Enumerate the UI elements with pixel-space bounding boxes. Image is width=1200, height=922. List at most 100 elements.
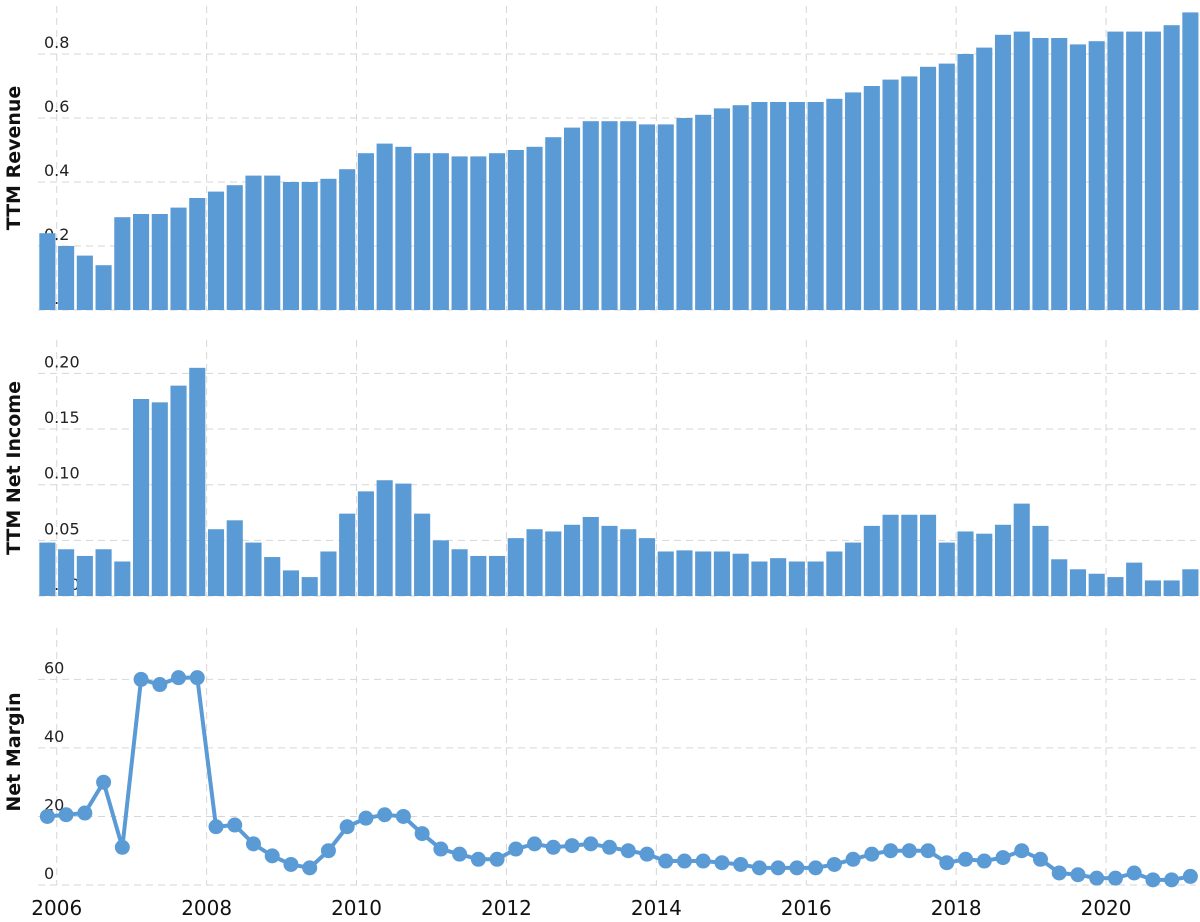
- net-income-bar: [507, 538, 524, 596]
- net-margin-point: [39, 808, 55, 824]
- net-income-bar: [994, 524, 1012, 596]
- net-margin-point: [508, 841, 524, 857]
- net-income-bar: [845, 542, 862, 596]
- net-income-bar: [114, 561, 131, 596]
- net-margin-point: [339, 819, 355, 835]
- revenue-bar: [732, 105, 749, 310]
- net-income-bar: [788, 561, 805, 596]
- net-income-y-tick-label: 0.05: [44, 519, 80, 538]
- net-margin-y-tick-label: 0: [44, 864, 54, 883]
- revenue-bar: [133, 214, 150, 310]
- x-tick-label: 2014: [631, 896, 682, 920]
- net-margin-point: [939, 855, 955, 871]
- x-tick-label: 2010: [331, 896, 382, 920]
- net-margin-point: [1032, 851, 1048, 867]
- revenue-bar: [264, 175, 281, 310]
- net-margin-point: [864, 846, 880, 862]
- net-margin-y-title: Net Margin: [3, 692, 25, 811]
- net-income-bar: [451, 549, 468, 596]
- net-income-bar: [882, 514, 899, 596]
- net-income-bar: [1088, 573, 1105, 596]
- net-income-bar: [133, 398, 150, 596]
- net-income-bar: [601, 525, 618, 596]
- revenue-bar: [451, 156, 468, 310]
- revenue-y-tick-label: 0.8: [44, 33, 69, 52]
- revenue-bar: [170, 207, 187, 310]
- x-axis: 2006 2008 2010 2012 2014 2016 2018 2020: [31, 896, 1131, 920]
- net-margin-point: [602, 839, 618, 855]
- revenue-bar: [713, 108, 730, 311]
- net-margin-point: [1145, 872, 1161, 888]
- net-margin-point: [564, 838, 580, 854]
- net-income-bar: [489, 555, 506, 596]
- revenue-bar: [376, 143, 393, 310]
- net-margin-point: [1164, 872, 1180, 888]
- net-income-bar: [1144, 580, 1161, 596]
- net-margin-point: [733, 856, 749, 872]
- net-income-bar: [620, 529, 637, 596]
- net-income-y-tick-label: 0.15: [44, 408, 80, 427]
- net-margin-point: [883, 843, 899, 859]
- net-income-bar: [1126, 562, 1143, 596]
- net-income-bar: [1069, 569, 1087, 596]
- net-margin-point: [714, 855, 730, 871]
- net-income-y-title: TTM Net Income: [3, 381, 25, 555]
- revenue-bar: [76, 255, 93, 310]
- net-income-bar: [1107, 577, 1124, 596]
- net-income-bar: [919, 514, 937, 596]
- net-income-bar: [39, 542, 56, 596]
- net-income-bar: [638, 538, 656, 596]
- revenue-bar: [58, 246, 75, 310]
- net-income-bar: [807, 561, 824, 596]
- revenue-bar: [657, 124, 674, 311]
- revenue-bar: [489, 153, 506, 310]
- revenue-bar: [39, 233, 56, 310]
- x-tick-label: 2006: [31, 896, 82, 920]
- net-income-bar: [582, 516, 599, 596]
- net-margin-point: [114, 839, 130, 855]
- net-income-bar: [151, 402, 168, 596]
- net-margin-point: [1070, 867, 1086, 883]
- revenue-bar: [901, 76, 918, 311]
- net-margin-point: [658, 853, 674, 869]
- revenue-bar: [1088, 41, 1105, 310]
- net-margin-point: [433, 841, 449, 857]
- revenue-bar: [1032, 38, 1049, 310]
- revenue-bar: [826, 98, 843, 310]
- net-margin-y-tick-label: 40: [44, 727, 64, 746]
- revenue-bar: [563, 127, 581, 310]
- net-margin-point: [470, 851, 486, 867]
- net-margin-point: [377, 807, 393, 823]
- net-margin-point: [826, 856, 842, 872]
- revenue-bar: [1126, 31, 1143, 310]
- net-margin-point: [208, 819, 224, 835]
- revenue-panel: TTM Revenue 0.00.20.40.60.8: [3, 12, 1199, 311]
- revenue-bar: [770, 102, 787, 310]
- net-income-bar: [957, 531, 974, 596]
- net-margin-point: [264, 848, 280, 864]
- net-margin-point: [1014, 843, 1030, 859]
- revenue-bar: [357, 153, 374, 310]
- net-income-y-tick-label: 0.10: [44, 464, 80, 483]
- revenue-bar: [1144, 31, 1161, 310]
- revenue-bar: [545, 137, 562, 310]
- net-margin-point: [1126, 865, 1142, 881]
- net-income-bar: [432, 540, 449, 596]
- revenue-bar: [695, 114, 712, 310]
- net-margin-point: [639, 846, 655, 862]
- revenue-bar: [395, 146, 412, 310]
- revenue-bar: [938, 63, 955, 310]
- net-margin-point: [77, 805, 93, 821]
- net-income-bar: [1032, 525, 1049, 596]
- net-income-bar: [1182, 569, 1199, 596]
- net-margin-point: [789, 860, 805, 876]
- revenue-bar: [620, 121, 637, 310]
- revenue-bar: [957, 54, 974, 310]
- revenue-y-title: TTM Revenue: [3, 86, 25, 231]
- net-income-panel: TTM Net Income 0.000.050.100.150.20: [3, 352, 1199, 596]
- net-margin-point: [302, 860, 318, 876]
- net-margin-point: [920, 843, 936, 859]
- net-margin-point: [452, 846, 468, 862]
